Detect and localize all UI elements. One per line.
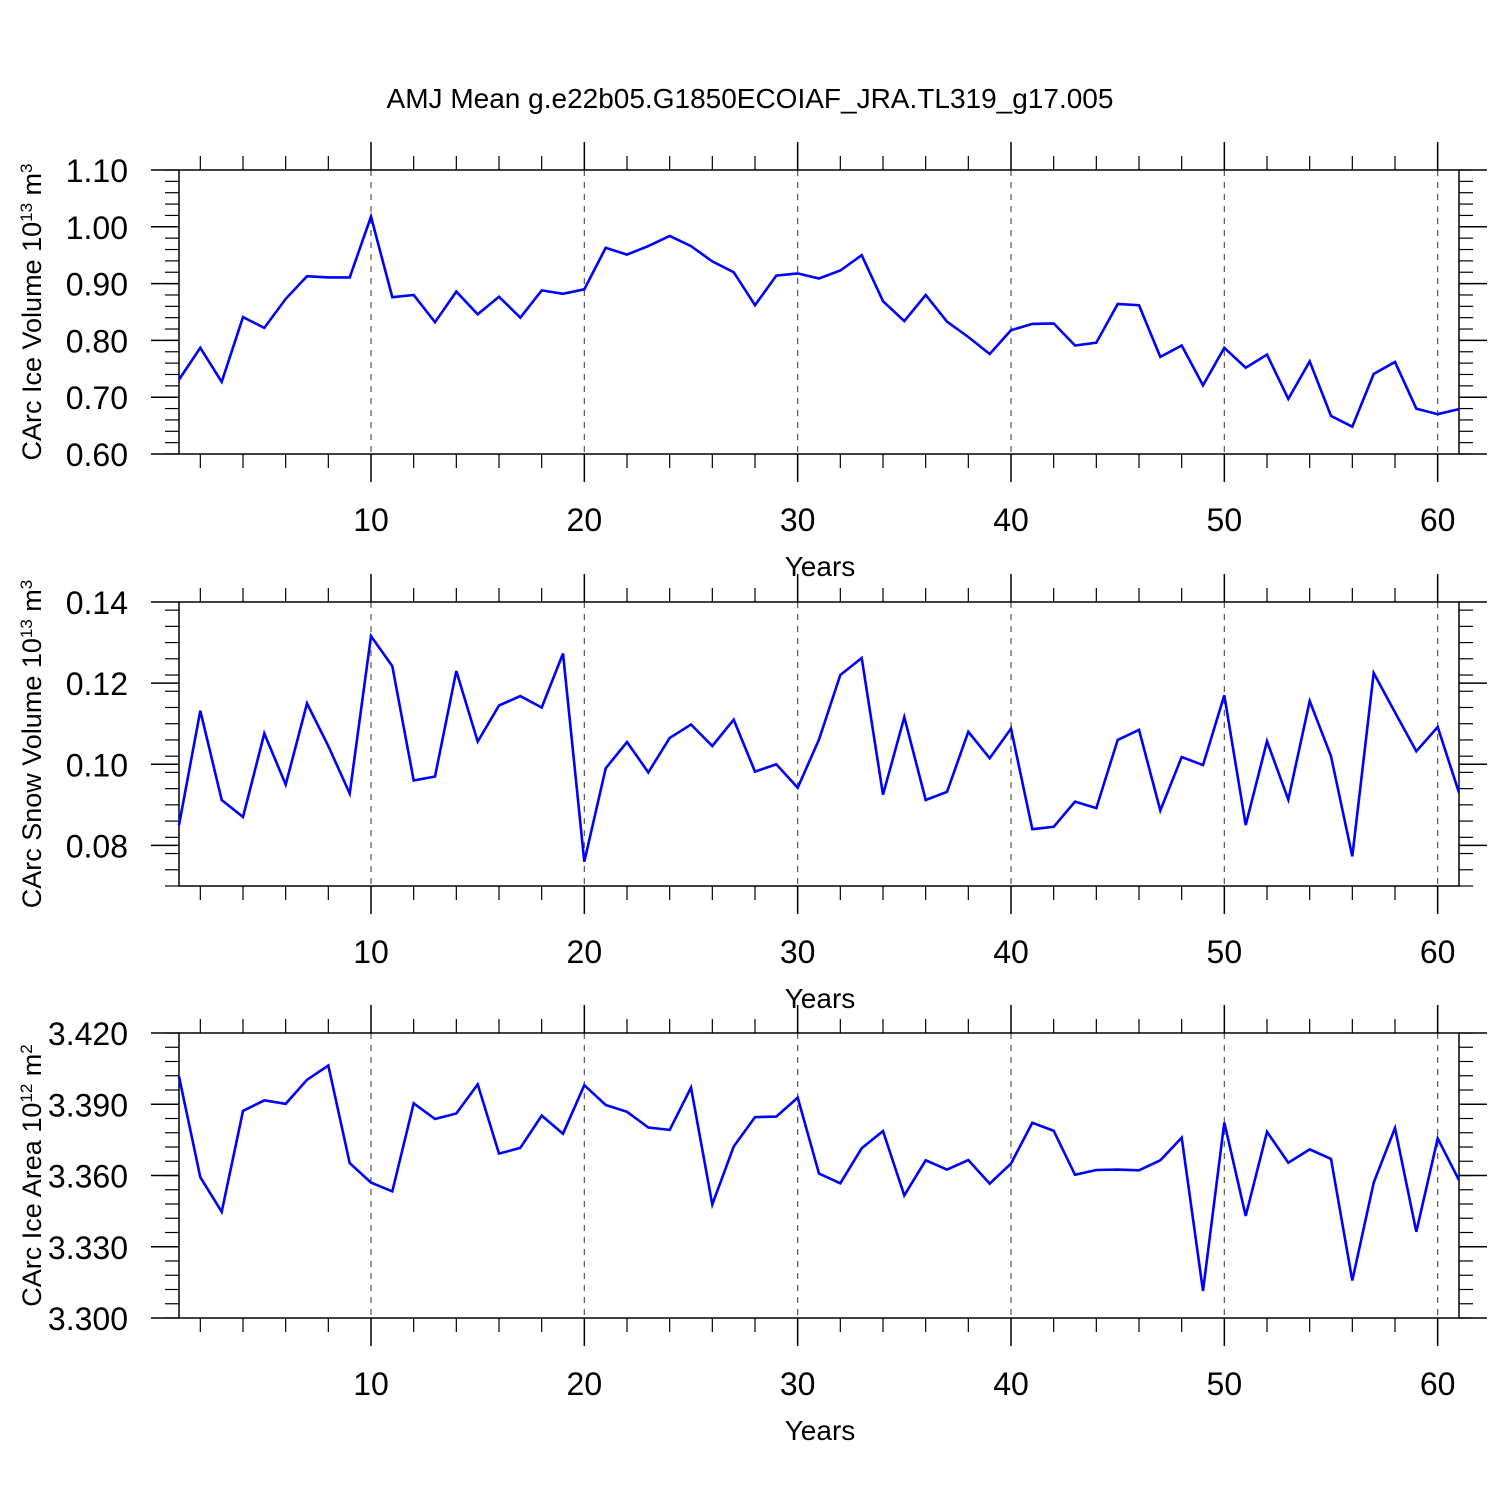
x-tick-label: 60 — [1420, 1366, 1456, 1402]
y-tick-label: 0.60 — [66, 437, 128, 473]
chart-title: AMJ Mean g.e22b05.G1850ECOIAF_JRA.TL319_… — [387, 83, 1114, 114]
x-tick-label: 30 — [780, 1366, 816, 1402]
y-tick-label: 3.360 — [48, 1159, 128, 1195]
y-tick-label: 0.08 — [66, 828, 128, 864]
x-tick-label: 20 — [567, 502, 603, 538]
y-axis-label: CArc Snow Volume 1013 m3 — [17, 580, 48, 909]
panel-2: 10 20 30 40 50 60 Years 0.08 0.10 0.12 0.14 CArc Sn… — [17, 574, 1487, 1014]
x-tick-label: 20 — [567, 934, 603, 970]
x-tick-label: 60 — [1420, 502, 1456, 538]
x-tick-label: 10 — [353, 1366, 389, 1402]
y-tick-label: 0.14 — [66, 585, 128, 621]
y-tick-label: 3.390 — [48, 1087, 128, 1123]
x-tick-label: 10 — [353, 934, 389, 970]
x-tick-label: 30 — [780, 934, 816, 970]
x-axis-label: Years — [785, 983, 856, 1014]
x-tick-label: 40 — [993, 934, 1029, 970]
series-line — [177, 632, 1461, 862]
y-tick-label: 1.10 — [66, 153, 128, 189]
y-axis-label: CArc Ice Area 1012 m2 — [17, 1044, 48, 1307]
x-tick-label: 20 — [567, 1366, 603, 1402]
x-tick-label: 50 — [1207, 1366, 1243, 1402]
y-tick-label: 1.00 — [66, 210, 128, 246]
y-axis-label: CArc Ice Volume 1013 m3 — [17, 163, 48, 460]
series-line — [177, 212, 1460, 429]
x-tick-label: 10 — [353, 502, 389, 538]
x-tick-label: 30 — [780, 502, 816, 538]
y-tick-label: 0.12 — [66, 666, 128, 702]
plot-frame — [178, 601, 1460, 887]
panel-3: 10 20 30 40 50 60 Years 3.300 3.330 3.360 3.390 3.4… — [17, 1005, 1487, 1446]
y-tick-label: 3.300 — [48, 1301, 128, 1337]
plot-frame — [178, 169, 1460, 455]
y-tick-label: 0.90 — [66, 267, 128, 303]
x-tick-label: 50 — [1207, 502, 1243, 538]
y-tick-label: 0.80 — [66, 323, 128, 359]
series-line — [177, 1063, 1461, 1292]
y-tick-label: 3.420 — [48, 1016, 128, 1052]
panel-1: 10 20 30 40 50 60 Years 0.60 0.70 0.80 0.90 1.00 1.1… — [17, 142, 1487, 582]
x-tick-label: 40 — [993, 1366, 1029, 1402]
x-axis-label: Years — [785, 551, 856, 582]
x-tick-label: 40 — [993, 502, 1029, 538]
y-tick-label: 0.70 — [66, 380, 128, 416]
x-tick-label: 60 — [1420, 934, 1456, 970]
x-axis-label: Years — [785, 1415, 856, 1446]
panels: 10 20 30 40 50 60 Years 0.60 0.70 0.80 0.90 1.00 1.1… — [17, 142, 1487, 1446]
y-tick-label: 3.330 — [48, 1230, 128, 1266]
y-tick-label: 0.10 — [66, 747, 128, 783]
x-tick-label: 50 — [1207, 934, 1243, 970]
